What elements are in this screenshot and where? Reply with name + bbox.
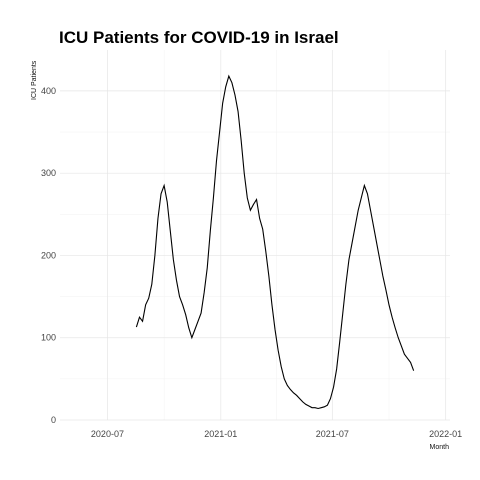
y-tick-label: 100 bbox=[41, 333, 56, 343]
grid bbox=[60, 50, 450, 421]
x-tick-label: 2022-01 bbox=[429, 429, 462, 439]
x-tick-label: 2021-07 bbox=[316, 429, 349, 439]
chart-title: ICU Patients for COVID-19 in Israel bbox=[59, 28, 339, 47]
x-tick-label: 2021-01 bbox=[204, 429, 237, 439]
y-tick-label: 0 bbox=[51, 415, 56, 425]
y-tick-label: 300 bbox=[41, 168, 56, 178]
y-axis-label: ICU Patients bbox=[31, 60, 38, 100]
x-tick-label: 2020-07 bbox=[91, 429, 124, 439]
x-axis-label: Month bbox=[430, 444, 450, 451]
series-line bbox=[135, 74, 415, 410]
y-tick-label: 400 bbox=[41, 86, 56, 96]
y-tick-label: 200 bbox=[41, 250, 56, 260]
axis-ticks: 0 100 200 300 400 2020-07 2021-01 2021-07 2022-0… bbox=[41, 86, 462, 439]
